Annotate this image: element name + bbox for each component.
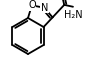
Text: H₂N: H₂N <box>64 10 82 20</box>
Text: N: N <box>41 3 48 13</box>
Text: O: O <box>28 0 36 10</box>
